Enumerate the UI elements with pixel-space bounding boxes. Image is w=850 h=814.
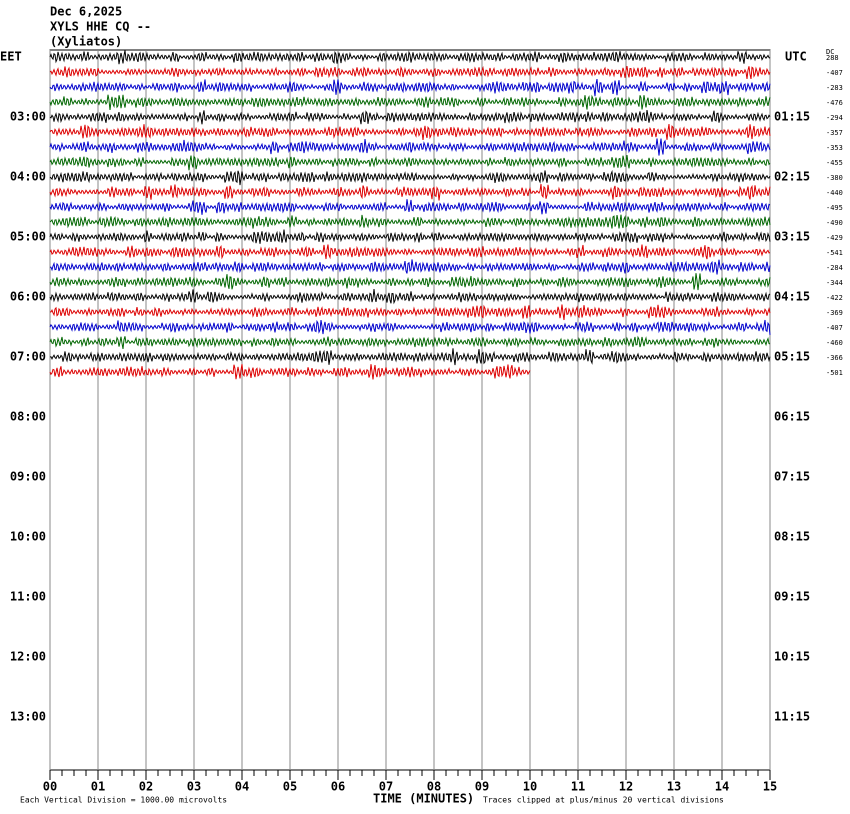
trace	[49, 304, 771, 321]
x-tick-label: 02	[139, 780, 153, 794]
right-tick-label: 03:15	[774, 230, 810, 244]
x-tick-label: 11	[571, 780, 585, 794]
x-tick-label: 06	[331, 780, 345, 794]
left-tick-label: 09:00	[10, 470, 46, 484]
dc-offset: -476	[826, 99, 843, 107]
x-tick-label: 07	[379, 780, 393, 794]
right-tick-label: 06:15	[774, 410, 810, 424]
trace	[49, 124, 771, 140]
dc-offset: -490	[826, 219, 843, 227]
right-tick-label: 05:15	[774, 350, 810, 364]
left-tick-label: 07:00	[10, 350, 46, 364]
dc-offset: -407	[826, 69, 843, 77]
dc-offset: -460	[826, 339, 843, 347]
dc-offset: -380	[826, 174, 843, 182]
x-tick-label: 00	[43, 780, 57, 794]
location: (Xyliatos)	[50, 35, 122, 49]
left-tick-label: 05:00	[10, 230, 46, 244]
right-tick-label: 11:15	[774, 710, 810, 724]
trace	[49, 229, 771, 244]
left-tick-label: 10:00	[10, 530, 46, 544]
x-tick-label: 10	[523, 780, 537, 794]
dc-offset: 288	[826, 54, 839, 62]
x-tick-label: 01	[91, 780, 105, 794]
dc-offset: -407	[826, 324, 843, 332]
x-tick-label: 05	[283, 780, 297, 794]
x-tick-label: 03	[187, 780, 201, 794]
dc-offset: -283	[826, 84, 843, 92]
trace	[49, 79, 771, 97]
x-tick-label: 12	[619, 780, 633, 794]
scale-note: Each Vertical Division = 1000.00 microvo…	[20, 796, 227, 805]
dc-offset: -369	[826, 309, 843, 317]
right-tick-label: 01:15	[774, 110, 810, 124]
trace	[49, 288, 771, 305]
left-tick-label: 13:00	[10, 710, 46, 724]
trace	[49, 199, 771, 215]
dc-offset: -422	[826, 294, 843, 302]
dc-offset: -429	[826, 234, 843, 242]
left-tick-label: 11:00	[10, 590, 46, 604]
left-tick-label: 04:00	[10, 170, 46, 184]
trace	[49, 169, 771, 186]
dc-offset: -501	[826, 369, 843, 377]
left-tick-label: 06:00	[10, 290, 46, 304]
dc-offset: -294	[826, 114, 843, 122]
trace	[49, 348, 771, 366]
right-tick-label: 10:15	[774, 650, 810, 664]
dc-offset: -366	[826, 354, 843, 362]
trace	[49, 138, 771, 156]
dc-offset: -357	[826, 129, 843, 137]
dc-offset: -284	[826, 264, 843, 272]
x-tick-label: 04	[235, 780, 249, 794]
right-tick-label: 08:15	[774, 530, 810, 544]
x-tick-label: 14	[715, 780, 729, 794]
trace	[49, 319, 771, 335]
dc-offset: -455	[826, 159, 843, 167]
trace	[49, 65, 771, 80]
trace	[49, 364, 531, 380]
x-tick-label: 08	[427, 780, 441, 794]
trace	[49, 259, 771, 275]
x-tick-label: 13	[667, 780, 681, 794]
left-axis-label: EET	[0, 50, 22, 64]
trace	[49, 335, 771, 349]
x-tick-label: 09	[475, 780, 489, 794]
right-tick-label: 09:15	[774, 590, 810, 604]
dc-offset: -344	[826, 279, 843, 287]
left-tick-label: 12:00	[10, 650, 46, 664]
right-tick-label: 04:15	[774, 290, 810, 304]
trace	[49, 110, 771, 125]
dc-offset: -541	[826, 249, 843, 257]
trace	[49, 50, 771, 65]
dc-offset: -353	[826, 144, 843, 152]
station: XYLS HHE CQ --	[50, 20, 151, 34]
dc-label: DC	[826, 48, 834, 56]
trace	[49, 155, 771, 171]
date: Dec 6,2025	[50, 5, 122, 19]
left-tick-label: 08:00	[10, 410, 46, 424]
trace	[49, 94, 771, 110]
right-tick-label: 02:15	[774, 170, 810, 184]
trace	[49, 244, 771, 260]
x-axis-label: TIME (MINUTES)	[373, 792, 474, 806]
trace	[49, 184, 771, 201]
clip-note: Traces clipped at plus/minus 20 vertical…	[483, 796, 724, 805]
dc-offset: -440	[826, 189, 843, 197]
right-tick-label: 07:15	[774, 470, 810, 484]
right-axis-label: UTC	[785, 50, 807, 64]
left-tick-label: 03:00	[10, 110, 46, 124]
dc-offset: -495	[826, 204, 843, 212]
x-tick-label: 15	[763, 780, 777, 794]
plot-frame	[49, 49, 771, 771]
trace	[49, 273, 771, 291]
trace	[49, 214, 771, 229]
